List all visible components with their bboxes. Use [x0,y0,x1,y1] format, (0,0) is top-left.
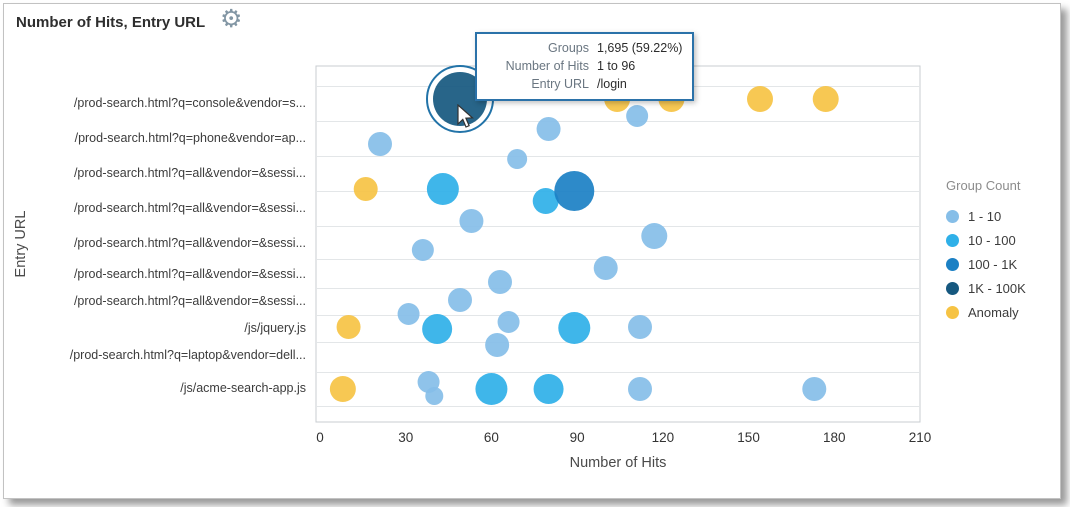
legend-item: 1K - 100K [946,281,1058,296]
y-category-label: /prod-search.html?q=console&vendor=s... [73,96,306,110]
x-tick-label: 30 [398,430,414,445]
bubble[interactable] [448,288,472,312]
bubble[interactable] [353,177,378,201]
tooltip-label: Groups [548,41,589,55]
bubble[interactable] [812,86,839,112]
y-category-label: /prod-search.html?q=all&vendor=&sessi... [73,267,306,281]
legend-swatch-icon [946,210,959,223]
bubble[interactable] [628,315,652,339]
y-category-label: /js/jquery.js [244,321,306,335]
tooltip-value: 1,695 (59.22%) [597,41,683,55]
bubble[interactable] [593,256,618,280]
bubble[interactable] [488,270,512,294]
bubble[interactable] [485,333,510,357]
bubble[interactable] [475,373,508,405]
tooltip-row: Groups 1,695 (59.22%) [487,39,682,57]
y-category-label: /prod-search.html?q=all&vendor=&sessi... [73,166,306,180]
y-category-label: /prod-search.html?q=phone&vendor=ap... [74,131,306,145]
x-tick-label: 90 [569,430,585,445]
legend-label: 100 - 1K [968,257,1018,272]
x-tick-label: 120 [651,430,675,445]
y-category-label: /prod-search.html?q=all&vendor=&sessi... [73,236,306,250]
bubble-selected[interactable] [433,72,487,126]
chart-panel: Number of Hits, Entry URL ⚙ Entry URL /p… [3,3,1061,499]
legend: Group Count 1 - 10 10 - 100 100 - 1K 1K - 1… [946,178,1058,329]
tooltip-value: /login [597,77,627,91]
bubble[interactable] [497,311,520,333]
legend-label: Anomaly [968,305,1019,320]
legend-item: 1 - 10 [946,209,1058,224]
legend-swatch-icon [946,282,959,295]
settings-gear-icon[interactable]: ⚙ [220,5,243,33]
legend-label: 1K - 100K [968,281,1026,296]
bubble[interactable] [532,188,559,214]
x-tick-label: 150 [737,430,760,445]
legend-swatch-icon [946,258,959,271]
tooltip-label: Number of Hits [505,59,589,73]
bubble[interactable] [507,149,528,169]
bubble[interactable] [426,173,459,205]
bubble[interactable] [411,239,434,261]
tooltip-row: Entry URL/login [487,75,682,93]
y-category-label: /prod-search.html?q=all&vendor=&sessi... [73,294,306,308]
plot-area [315,65,921,423]
bubble[interactable] [329,376,356,402]
x-tick-label: 180 [823,430,846,445]
y-category-label: /prod-search.html?q=all&vendor=&sessi... [73,201,306,215]
bubble[interactable] [628,377,652,401]
legend-label: 1 - 10 [968,209,1002,224]
tooltip-value: 1 to 96 [597,59,636,73]
tooltip-row: Number of Hits 1 to 96 [487,57,682,75]
legend-title: Group Count [946,178,1021,193]
bubble[interactable] [459,209,484,233]
bubble[interactable] [747,86,773,112]
bubble[interactable] [336,315,361,339]
legend-item: Anomaly [946,305,1058,320]
bubble[interactable] [422,314,453,344]
bubble[interactable] [626,105,649,127]
bubble[interactable] [397,303,420,325]
legend-label: 10 - 100 [968,233,1016,248]
legend-swatch-icon [946,234,959,247]
legend-swatch-icon [946,306,959,319]
mouse-cursor-icon [457,104,475,128]
bubble[interactable] [368,132,392,156]
bubble[interactable] [425,387,444,405]
x-axis-title: Number of Hits [569,455,667,471]
tooltip-label: Entry URL [531,77,589,91]
bubble[interactable] [641,223,668,249]
bubble[interactable] [536,117,561,141]
tooltip: Groups 1,695 (59.22%) Number of Hits 1 to 9… [475,32,695,101]
chart-title: Number of Hits, Entry URL [16,14,206,31]
y-category-label: /prod-search.html?q=laptop&vendor=dell..… [69,348,306,362]
y-category-label: /js/acme-search-app.js [180,381,306,395]
bubble-chart-plot [315,65,921,423]
x-tick-label: 210 [908,430,932,445]
bubble[interactable] [533,374,564,404]
bubble[interactable] [554,171,595,211]
x-tick-label: 0 [316,430,324,445]
legend-item: 10 - 100 [946,233,1058,248]
bubble[interactable] [558,312,591,344]
legend-item: 100 - 1K [946,257,1058,272]
x-tick-label: 60 [483,430,499,445]
bubble[interactable] [802,377,827,401]
